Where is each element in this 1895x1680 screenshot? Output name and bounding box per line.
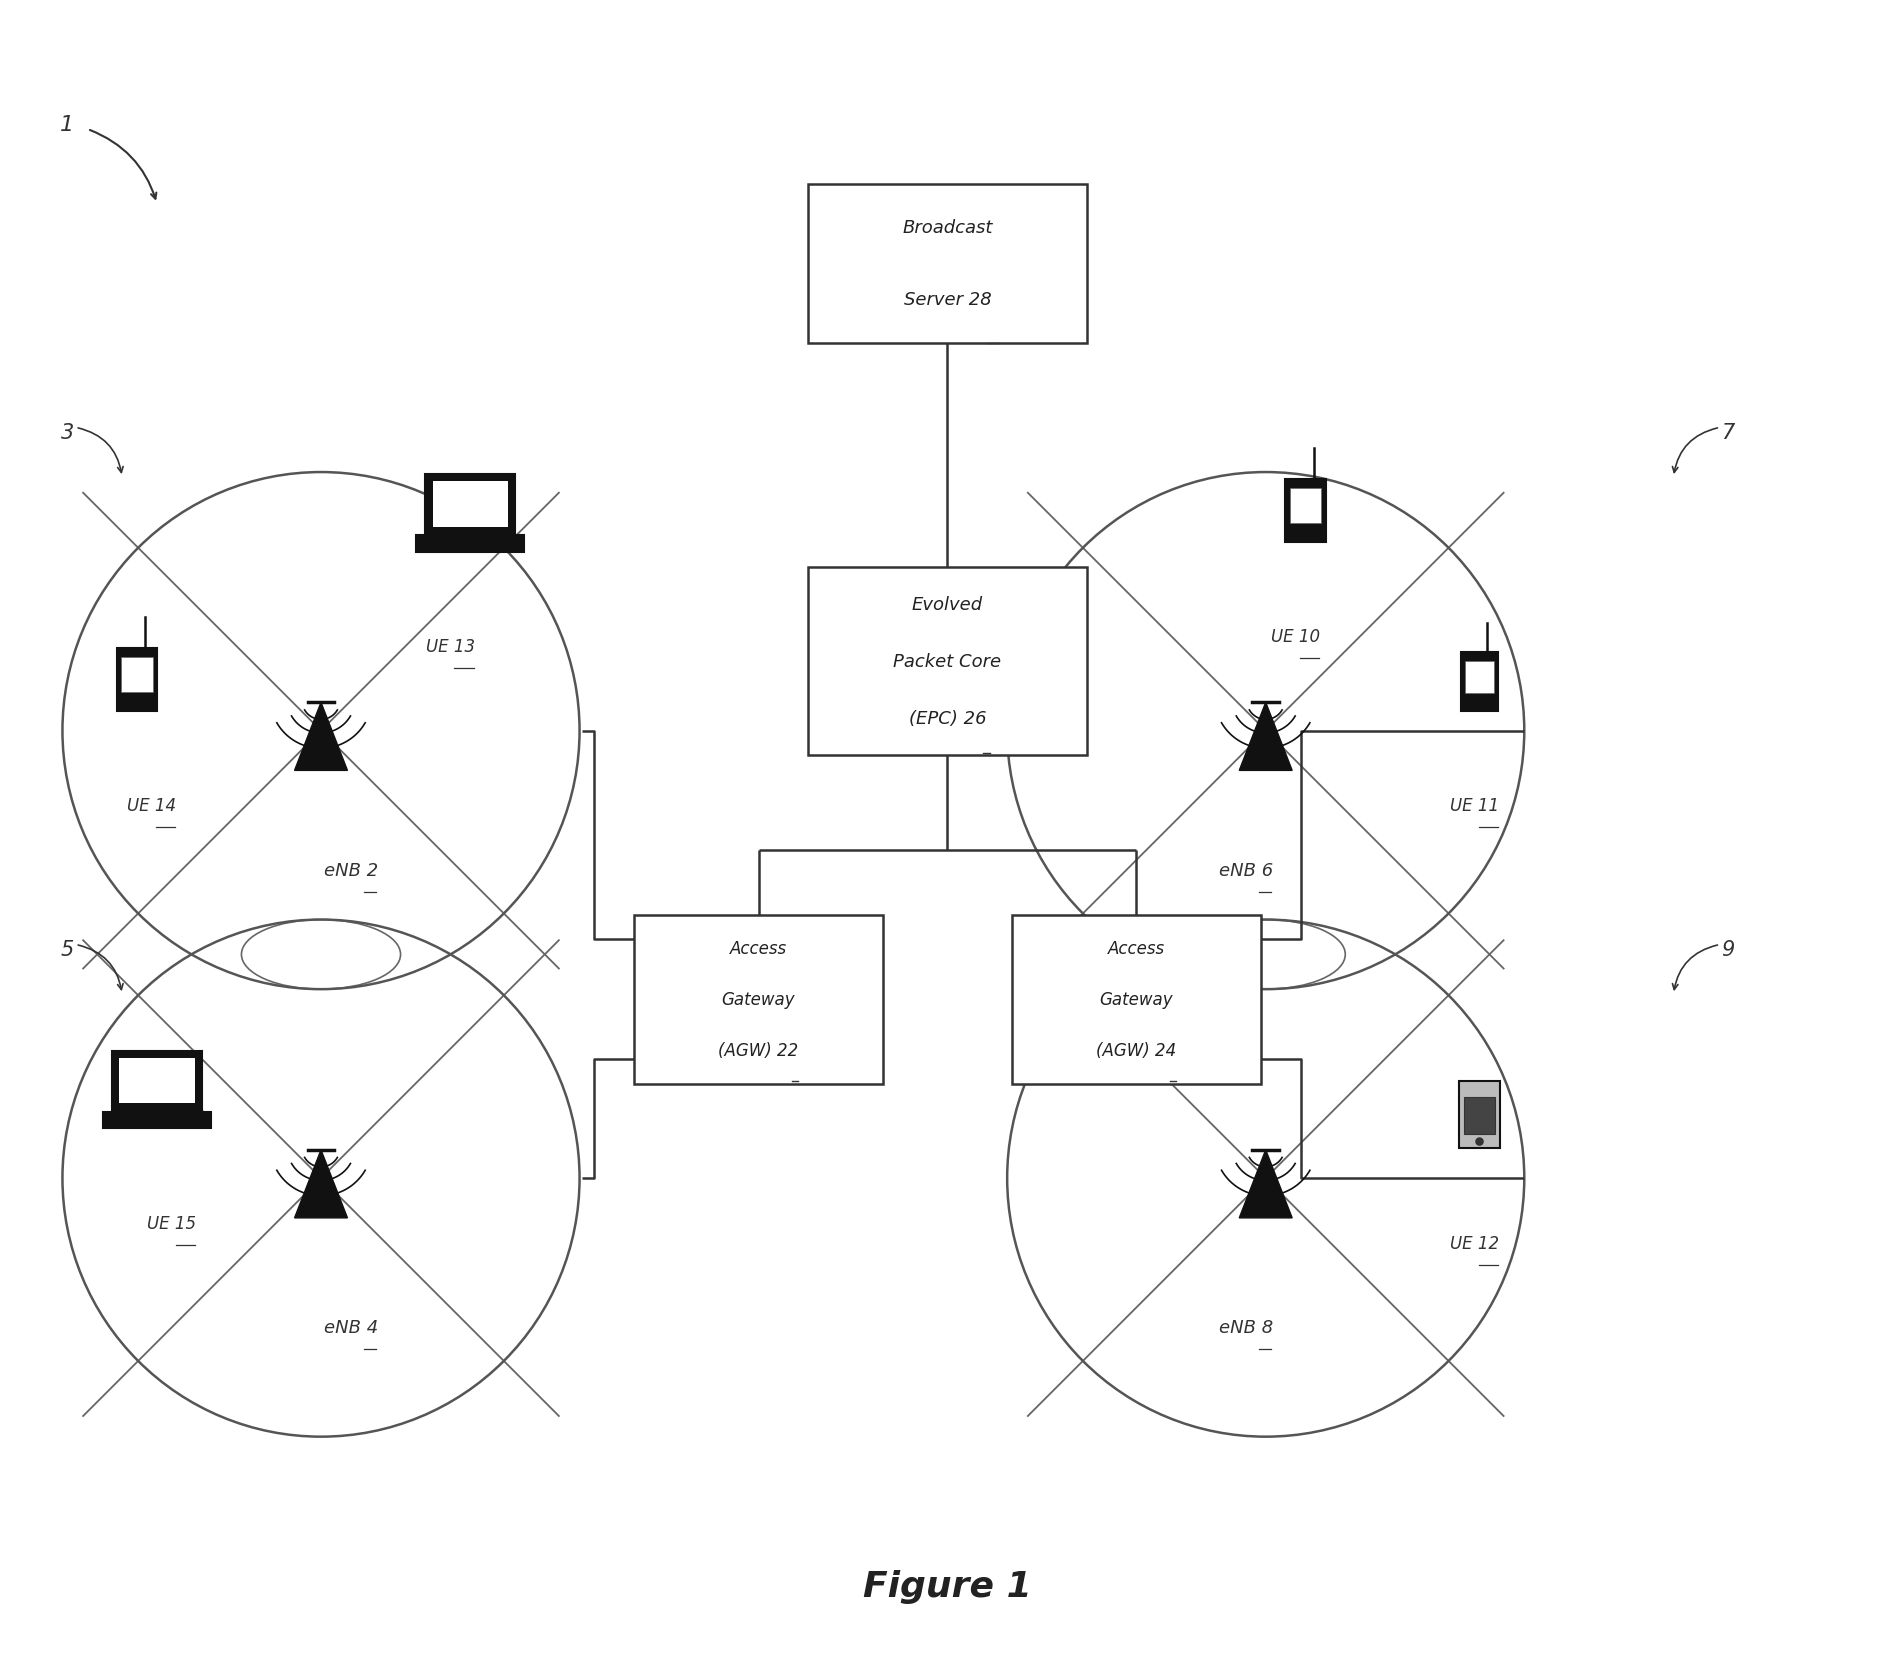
Text: eNB 6: eNB 6: [1218, 862, 1273, 879]
Bar: [417, 536, 523, 553]
Text: UE 15: UE 15: [148, 1215, 197, 1231]
Bar: [1285, 480, 1326, 543]
Text: Broadcast: Broadcast: [902, 220, 993, 237]
Text: Gateway: Gateway: [722, 991, 796, 1008]
Bar: [119, 1058, 195, 1104]
Text: Gateway: Gateway: [1099, 991, 1173, 1008]
Bar: [121, 659, 153, 692]
Text: UE 11: UE 11: [1450, 796, 1499, 815]
Polygon shape: [1239, 1151, 1292, 1218]
Text: (EPC) 26: (EPC) 26: [910, 709, 985, 727]
Text: UE 14: UE 14: [127, 796, 176, 815]
Text: eNB 8: eNB 8: [1218, 1319, 1273, 1337]
Text: Figure 1: Figure 1: [862, 1569, 1033, 1603]
Text: Packet Core: Packet Core: [893, 652, 1002, 670]
Text: 9: 9: [1721, 939, 1734, 959]
Bar: [809, 568, 1086, 756]
Text: (AGW) 22: (AGW) 22: [718, 1042, 798, 1058]
Text: 7: 7: [1721, 423, 1734, 444]
Bar: [635, 916, 883, 1084]
Bar: [424, 475, 515, 534]
Bar: [809, 185, 1086, 344]
Text: Server 28: Server 28: [904, 291, 991, 309]
Polygon shape: [294, 702, 347, 771]
Bar: [1465, 1097, 1495, 1134]
Polygon shape: [294, 1151, 347, 1218]
Text: Access: Access: [1109, 939, 1165, 958]
Text: UE 12: UE 12: [1450, 1235, 1499, 1252]
Bar: [1459, 1082, 1499, 1149]
Bar: [432, 482, 508, 528]
Bar: [1290, 489, 1321, 524]
Text: 1: 1: [61, 114, 74, 134]
Text: UE 13: UE 13: [426, 638, 476, 655]
Bar: [102, 1112, 210, 1129]
Bar: [1465, 662, 1493, 694]
Bar: [1461, 654, 1499, 711]
Text: eNB 2: eNB 2: [324, 862, 377, 879]
Circle shape: [1476, 1139, 1484, 1146]
Text: Access: Access: [730, 939, 786, 958]
Bar: [117, 648, 157, 711]
Text: UE 10: UE 10: [1272, 628, 1321, 645]
Bar: [1012, 916, 1260, 1084]
Text: (AGW) 24: (AGW) 24: [1097, 1042, 1177, 1058]
Text: 3: 3: [61, 423, 74, 444]
Text: eNB 4: eNB 4: [324, 1319, 377, 1337]
Polygon shape: [1239, 702, 1292, 771]
Text: Evolved: Evolved: [911, 596, 984, 613]
Bar: [112, 1052, 201, 1110]
Text: 5: 5: [61, 939, 74, 959]
